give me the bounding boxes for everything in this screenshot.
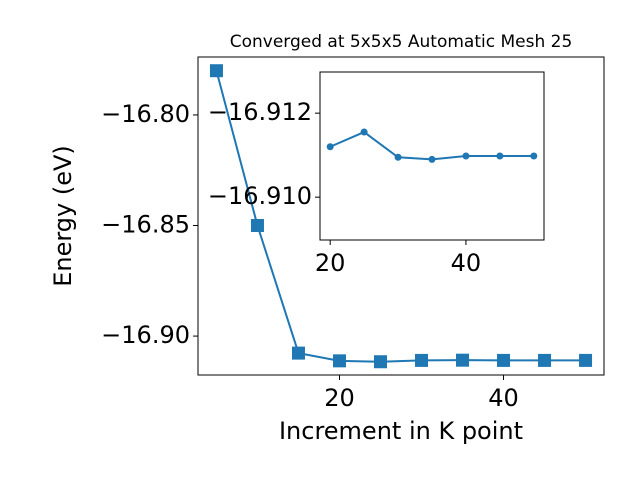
- marker: [456, 353, 470, 367]
- chart-title: Converged at 5x5x5 Automatic Mesh 25: [230, 32, 573, 52]
- data-line: [215, 70, 586, 363]
- axes-frame: [197, 56, 605, 376]
- y-axis-label: Energy (eV): [49, 145, 77, 287]
- marker: [538, 353, 552, 367]
- y-tick-label: −16.90: [101, 321, 190, 349]
- marker: [291, 346, 305, 360]
- marker: [497, 353, 511, 367]
- y-tick-label: −16.80: [101, 100, 190, 128]
- marker: [394, 153, 402, 161]
- marker: [332, 354, 346, 368]
- marker: [326, 143, 334, 151]
- marker: [462, 152, 470, 160]
- axes-frame: [319, 71, 545, 241]
- x-tick-label: 40: [451, 249, 482, 277]
- marker: [496, 152, 504, 160]
- y-tick-label: −16.912: [208, 98, 312, 126]
- marker: [373, 355, 387, 369]
- x-tick-label: 20: [315, 249, 346, 277]
- marker: [209, 64, 223, 78]
- marker: [428, 155, 436, 163]
- y-tick-label: −16.85: [101, 211, 190, 239]
- x-tick-label: 20: [324, 384, 355, 412]
- marker: [360, 128, 368, 136]
- marker: [415, 353, 429, 367]
- x-axis-label: Increment in K point: [279, 417, 523, 445]
- marker: [250, 219, 264, 233]
- y-tick-label: −16.910: [208, 182, 312, 210]
- x-tick-label: 40: [488, 384, 519, 412]
- marker: [579, 353, 593, 367]
- marker: [530, 152, 538, 160]
